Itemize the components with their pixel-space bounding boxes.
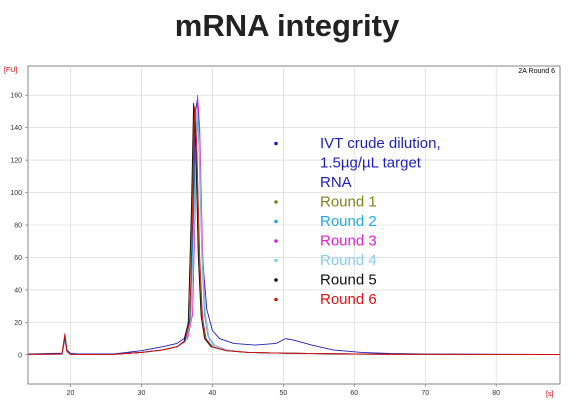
legend: IVT crude dilution, 1.5µg/µL target RNA Rou… xyxy=(274,135,441,308)
legend-label: Round 5 xyxy=(320,272,377,289)
legend-marker xyxy=(274,141,278,146)
x-tick-label: 20 xyxy=(67,390,75,397)
y-tick-label: 80 xyxy=(14,223,22,230)
legend-label: 1.5µg/µL target xyxy=(320,155,422,172)
sample-label: 2A Round 6 xyxy=(518,68,555,75)
legend-label: Round 3 xyxy=(320,233,377,250)
slide-title: mRNA integrity xyxy=(174,8,400,43)
y-tick-label: 160 xyxy=(10,93,22,100)
legend-label: Round 4 xyxy=(320,252,377,269)
legend-label: IVT crude dilution, xyxy=(320,135,441,152)
y-tick-label: 0 xyxy=(18,352,22,359)
x-tick-label: 70 xyxy=(421,390,429,397)
x-tick-label: 80 xyxy=(492,390,500,397)
x-tick-label: 30 xyxy=(138,390,146,397)
y-axis-unit: [FU] xyxy=(4,67,17,74)
legend-marker xyxy=(274,278,278,282)
series-line-round-6 xyxy=(27,106,561,355)
y-tick-label: 20 xyxy=(14,320,22,327)
x-tick-label: 60 xyxy=(350,390,358,397)
y-tick-label: 140 xyxy=(10,125,22,132)
y-tick-label: 60 xyxy=(14,255,22,262)
legend-marker xyxy=(274,239,278,243)
legend-label: Round 6 xyxy=(320,291,377,308)
x-tick-label: 40 xyxy=(209,390,217,397)
legend-marker xyxy=(274,219,278,224)
legend-label: RNA xyxy=(320,174,352,191)
y-tick-label: 40 xyxy=(14,287,22,294)
legend-marker xyxy=(274,258,278,263)
legend-marker xyxy=(274,297,278,302)
series-traces xyxy=(27,94,561,355)
x-tick-label: 50 xyxy=(279,390,287,397)
y-tick-label: 120 xyxy=(10,158,22,165)
legend-label: Round 2 xyxy=(320,213,377,230)
y-axis-ticks: 0 20 40 60 80 100 120 140 160 xyxy=(10,93,28,359)
x-axis-unit: [s] xyxy=(546,391,553,398)
y-tick-label: 100 xyxy=(10,190,22,197)
x-axis-ticks: 20 30 40 50 60 70 80 xyxy=(67,384,500,397)
legend-marker xyxy=(274,200,278,204)
legend-label: Round 1 xyxy=(320,194,377,211)
